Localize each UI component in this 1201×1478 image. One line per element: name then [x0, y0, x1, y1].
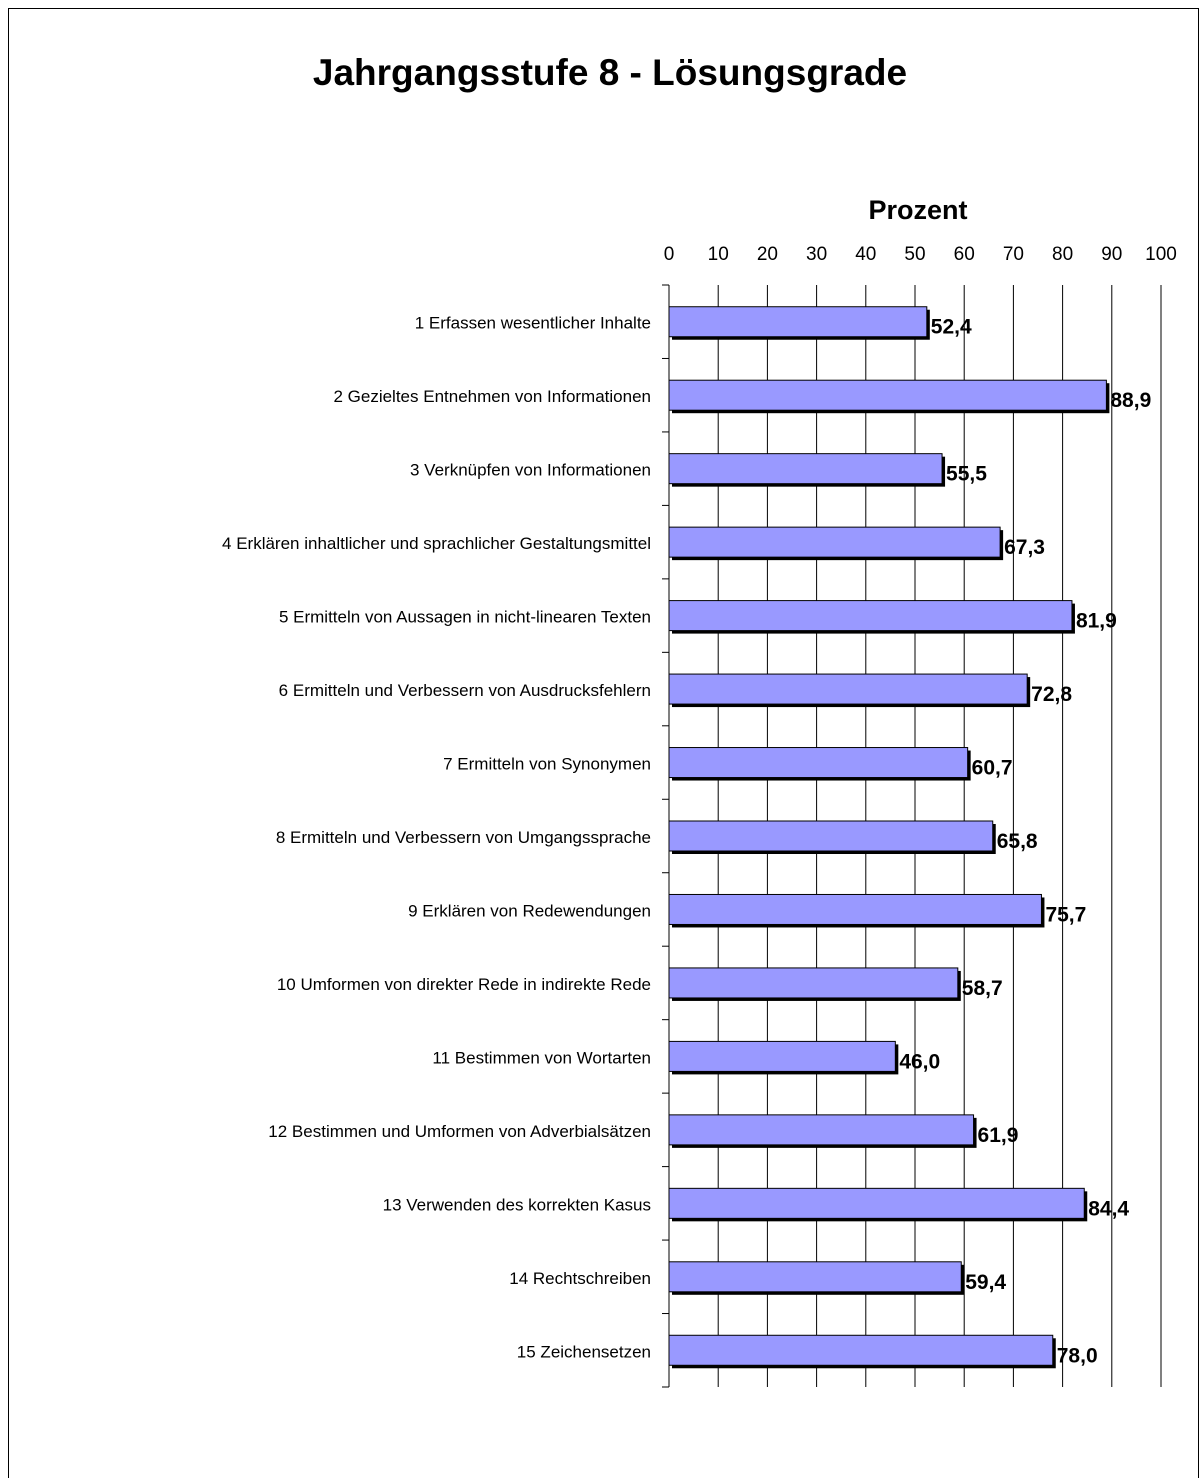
- x-tick-label: 100: [1145, 244, 1177, 265]
- category-label: 13 Verwenden des korrekten Kasus: [383, 1195, 651, 1214]
- bar: [668, 526, 1001, 558]
- chart-title: Jahrgangsstufe 8 - Lösungsgrade: [312, 52, 908, 93]
- bar: [668, 820, 994, 852]
- bar: [668, 453, 943, 485]
- category-label: 2 Gezieltes Entnehmen von Informationen: [333, 387, 651, 406]
- category-label: 1 Erfassen wesentlicher Inhalte: [415, 314, 651, 333]
- data-label: 78,0: [1057, 1344, 1098, 1367]
- bar: [668, 306, 928, 338]
- data-label: 58,7: [962, 977, 1003, 1000]
- data-label: 61,9: [978, 1124, 1019, 1147]
- data-label: 46,0: [899, 1050, 940, 1073]
- category-label: 8 Ermitteln und Verbessern von Umgangssp…: [276, 828, 651, 847]
- category-label: 6 Ermitteln und Verbessern von Ausdrucks…: [279, 681, 651, 700]
- category-label: 4 Erklären inhaltlicher und sprachlicher…: [222, 534, 651, 553]
- data-label: 67,3: [1004, 536, 1045, 559]
- data-label: 60,7: [972, 757, 1013, 780]
- x-tick-label: 90: [1101, 244, 1122, 265]
- data-label: 88,9: [1110, 389, 1151, 412]
- x-tick-label: 50: [904, 244, 925, 265]
- bar: [668, 1261, 962, 1293]
- category-label: 5 Ermitteln von Aussagen in nicht-linear…: [279, 608, 651, 627]
- bar: [668, 967, 959, 999]
- category-label: 9 Erklären von Redewendungen: [408, 901, 651, 920]
- bar: [668, 747, 969, 779]
- x-tick-label: 60: [954, 244, 975, 265]
- x-tick-label: 0: [664, 244, 675, 265]
- category-label: 15 Zeichensetzen: [517, 1342, 651, 1361]
- x-tick-label: 40: [855, 244, 876, 265]
- bar: [668, 1040, 896, 1072]
- category-label: 14 Rechtschreiben: [509, 1269, 651, 1288]
- chart-frame: [8, 8, 1199, 1478]
- category-label: 11 Bestimmen von Wortarten: [432, 1048, 651, 1067]
- data-label: 84,4: [1088, 1197, 1129, 1220]
- data-label: 65,8: [997, 830, 1038, 853]
- bar: [668, 893, 1042, 925]
- category-label: 3 Verknüpfen von Informationen: [410, 461, 651, 480]
- category-label: 12 Bestimmen und Umformen von Adverbials…: [268, 1122, 651, 1141]
- bar: [668, 1187, 1085, 1219]
- data-label: 52,4: [931, 316, 972, 339]
- bar: [668, 1114, 975, 1146]
- data-label: 75,7: [1045, 903, 1086, 926]
- x-tick-label: 10: [708, 244, 729, 265]
- data-label: 81,9: [1076, 610, 1117, 633]
- x-tick-label: 30: [806, 244, 827, 265]
- bar: [668, 1334, 1054, 1366]
- data-label: 72,8: [1031, 683, 1072, 706]
- x-tick-label: 70: [1003, 244, 1024, 265]
- bar: [668, 600, 1073, 632]
- category-label: 10 Umformen von direkter Rede in indirek…: [277, 975, 651, 994]
- x-axis-label: Prozent: [868, 195, 967, 225]
- x-tick-label: 20: [757, 244, 778, 265]
- x-tick-label: 80: [1052, 244, 1073, 265]
- data-label: 59,4: [965, 1271, 1006, 1294]
- category-label: 7 Ermitteln von Synonymen: [443, 755, 651, 774]
- bar: [668, 673, 1028, 705]
- bar: [668, 379, 1107, 411]
- data-label: 55,5: [946, 463, 987, 486]
